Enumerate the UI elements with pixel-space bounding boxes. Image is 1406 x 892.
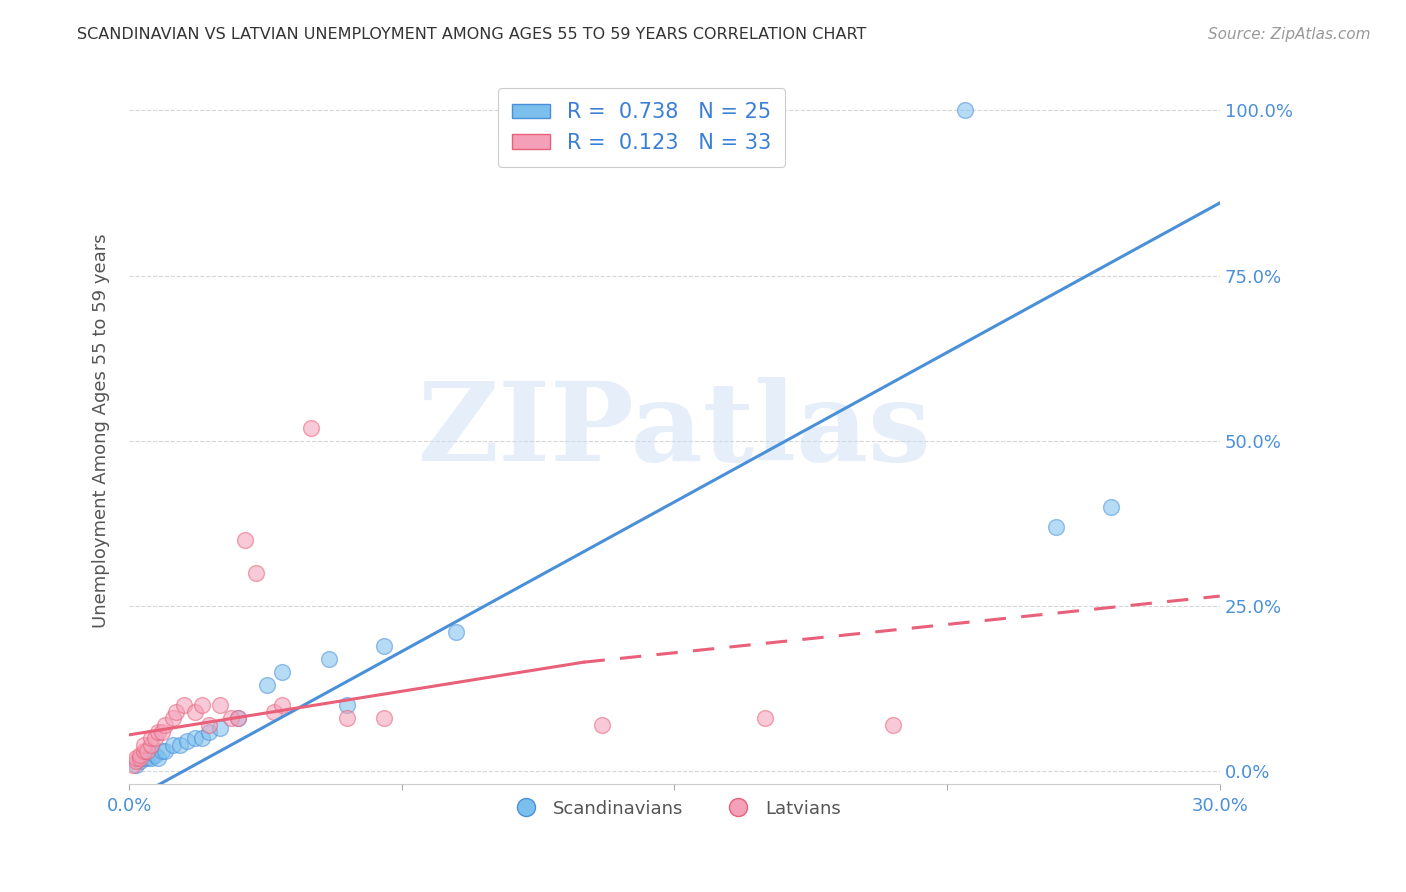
Point: [882, 718, 904, 732]
Point: [591, 718, 613, 732]
Point: [146, 724, 169, 739]
Point: [198, 718, 221, 732]
Point: [162, 711, 184, 725]
Point: [155, 718, 177, 732]
Text: Source: ZipAtlas.com: Source: ZipAtlas.com: [1208, 27, 1371, 42]
Point: [143, 731, 166, 746]
Point: [226, 711, 249, 725]
Point: [132, 738, 155, 752]
Point: [125, 757, 148, 772]
Point: [136, 744, 159, 758]
Point: [270, 698, 292, 713]
Point: [235, 533, 257, 547]
Point: [226, 711, 249, 725]
Point: [136, 751, 159, 765]
Point: [139, 731, 162, 746]
Point: [162, 738, 184, 752]
Point: [173, 698, 195, 713]
Point: [155, 744, 177, 758]
Point: [208, 721, 231, 735]
Point: [125, 751, 148, 765]
Text: ZIPatlas: ZIPatlas: [418, 377, 931, 484]
Point: [717, 103, 740, 118]
Point: [129, 751, 152, 765]
Point: [299, 420, 322, 434]
Point: [208, 698, 231, 713]
Legend: Scandinavians, Latvians: Scandinavians, Latvians: [501, 792, 848, 825]
Y-axis label: Unemployment Among Ages 55 to 59 years: Unemployment Among Ages 55 to 59 years: [93, 234, 110, 628]
Point: [143, 747, 166, 762]
Point: [139, 751, 162, 765]
Point: [121, 757, 143, 772]
Point: [198, 724, 221, 739]
Point: [146, 751, 169, 765]
Point: [139, 738, 162, 752]
Text: SCANDINAVIAN VS LATVIAN UNEMPLOYMENT AMONG AGES 55 TO 59 YEARS CORRELATION CHART: SCANDINAVIAN VS LATVIAN UNEMPLOYMENT AMO…: [77, 27, 866, 42]
Point: [1099, 500, 1122, 514]
Point: [129, 754, 152, 768]
Point: [373, 711, 395, 725]
Point: [336, 698, 359, 713]
Point: [373, 639, 395, 653]
Point: [1045, 520, 1067, 534]
Point: [955, 103, 977, 118]
Point: [132, 744, 155, 758]
Point: [132, 751, 155, 765]
Point: [754, 711, 776, 725]
Point: [183, 705, 205, 719]
Point: [191, 698, 214, 713]
Point: [191, 731, 214, 746]
Point: [125, 754, 148, 768]
Point: [129, 747, 152, 762]
Point: [446, 625, 468, 640]
Point: [263, 705, 285, 719]
Point: [183, 731, 205, 746]
Point: [336, 711, 359, 725]
Point: [219, 711, 242, 725]
Point: [169, 738, 191, 752]
Point: [270, 665, 292, 679]
Point: [318, 652, 340, 666]
Point: [150, 744, 173, 758]
Point: [165, 705, 187, 719]
Point: [256, 678, 278, 692]
Point: [150, 724, 173, 739]
Point: [176, 734, 198, 748]
Point: [245, 566, 267, 580]
